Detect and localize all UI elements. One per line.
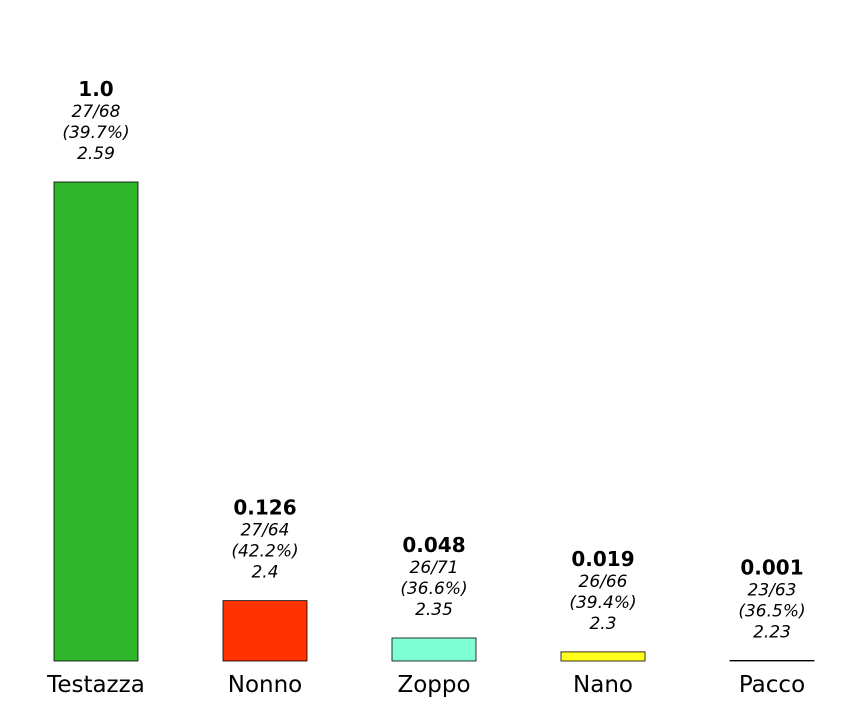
category-label: Zoppo bbox=[397, 672, 470, 698]
value-label: 0.126 bbox=[233, 496, 296, 520]
score-label: 2.3 bbox=[589, 614, 616, 634]
category-label: Testazza bbox=[46, 672, 145, 698]
value-label: 0.001 bbox=[740, 555, 803, 579]
bar-zoppo bbox=[391, 637, 477, 662]
score-label: 2.23 bbox=[753, 622, 791, 642]
fraction-label: 27/64 bbox=[241, 521, 290, 541]
percent-label: (39.7%) bbox=[62, 123, 129, 143]
bar-pacco bbox=[729, 660, 815, 662]
percent-label: (36.5%) bbox=[738, 601, 805, 621]
fraction-label: 26/71 bbox=[410, 558, 459, 578]
score-label: 2.4 bbox=[251, 563, 278, 583]
percent-label: (42.2%) bbox=[231, 542, 298, 562]
category-label: Nonno bbox=[228, 672, 303, 698]
score-label: 2.35 bbox=[415, 600, 453, 620]
value-label: 0.048 bbox=[402, 533, 465, 557]
percent-label: (39.4%) bbox=[569, 593, 636, 613]
score-label: 2.59 bbox=[77, 144, 115, 164]
value-label: 0.019 bbox=[571, 547, 634, 571]
bar-nonno bbox=[222, 600, 308, 662]
category-label: Pacco bbox=[739, 672, 805, 698]
bar-nano bbox=[560, 651, 646, 662]
value-label: 1.0 bbox=[78, 77, 113, 101]
fraction-label: 27/68 bbox=[72, 102, 121, 122]
category-label: Nano bbox=[573, 672, 633, 698]
fraction-label: 26/66 bbox=[579, 572, 628, 592]
fraction-label: 23/63 bbox=[748, 580, 797, 600]
percent-label: (36.6%) bbox=[400, 579, 467, 599]
bar-testazza bbox=[53, 181, 139, 662]
bars-group bbox=[53, 181, 815, 662]
labels-group: 2.59(39.7%)27/681.0 Testazza 2.4(42.2%)27/… bbox=[46, 77, 805, 698]
